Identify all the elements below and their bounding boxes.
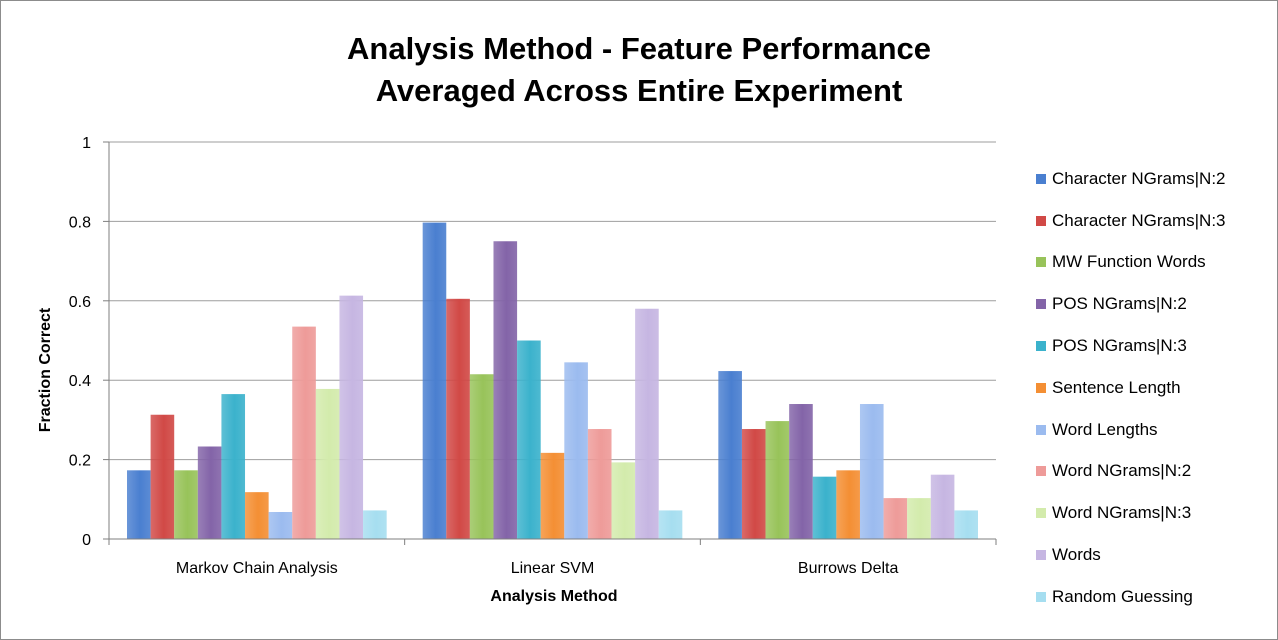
bar	[883, 498, 908, 539]
legend-item: Character NGrams|N:2	[1036, 158, 1226, 200]
bar	[197, 446, 222, 539]
legend-label: Random Guessing	[1052, 586, 1193, 606]
bar	[422, 222, 447, 539]
bar	[789, 404, 813, 539]
legend-swatch	[1036, 591, 1046, 602]
bar	[859, 404, 884, 539]
legend-swatch	[1036, 299, 1046, 310]
legend-swatch	[1036, 550, 1046, 561]
y-tick-label: 0.4	[69, 373, 91, 390]
bar	[635, 308, 659, 539]
bar	[150, 414, 175, 539]
bar	[587, 429, 612, 539]
legend: Character NGrams|N:2 Character NGrams|N:3…	[1036, 158, 1226, 618]
legend-label: Word NGrams|N:3	[1052, 503, 1192, 523]
legend-item: POS NGrams|N:3	[1036, 325, 1226, 367]
bar	[765, 421, 790, 539]
x-tick-label: Markov Chain Analysis	[176, 560, 338, 577]
bar	[812, 476, 837, 539]
bar	[564, 362, 588, 539]
bar	[517, 340, 541, 539]
chart-title-line-1: Analysis Method - Feature Performance	[347, 31, 931, 66]
legend-item: Word NGrams|N:2	[1036, 451, 1226, 493]
legend-swatch	[1036, 466, 1046, 477]
x-tick-label: Linear SVM	[511, 560, 595, 577]
y-tick-label: 0.2	[69, 453, 91, 470]
bar	[174, 470, 198, 539]
bar	[127, 470, 151, 539]
legend-item: Word NGrams|N:3	[1036, 492, 1226, 534]
legend-item: Random Guessing	[1036, 576, 1226, 618]
gridlines	[109, 141, 996, 461]
bar	[658, 510, 683, 539]
legend-label: Sentence Length	[1052, 377, 1181, 397]
bar	[718, 371, 742, 539]
legend-item: POS NGrams|N:2	[1036, 283, 1226, 325]
legend-item: Word Lengths	[1036, 409, 1226, 451]
legend-label: Words	[1052, 545, 1101, 565]
legend-swatch	[1036, 508, 1046, 519]
legend-label: MW Function Words	[1052, 252, 1206, 272]
legend-item: Character NGrams|N:3	[1036, 200, 1226, 242]
legend-swatch	[1036, 382, 1046, 393]
legend-swatch	[1036, 173, 1046, 184]
bar	[954, 510, 978, 539]
y-axis-label: Fraction Correct	[37, 307, 54, 433]
legend-label: Word Lengths	[1052, 419, 1158, 439]
chart-title-line-2: Averaged Across Entire Experiment	[375, 73, 903, 108]
legend-item: Sentence Length	[1036, 367, 1226, 409]
bar	[268, 512, 293, 539]
legend-item: MW Function Words	[1036, 242, 1226, 284]
bar	[741, 429, 766, 539]
legend-label: POS NGrams|N:2	[1052, 294, 1187, 314]
y-tick-label: 0.8	[69, 214, 91, 231]
bar	[611, 462, 636, 539]
bar	[469, 374, 494, 539]
axes: 0 0.2 0.4 0.6 0.8 1 Markov Chain Analysis Linea…	[69, 135, 997, 577]
x-tick-label: Burrows Delta	[798, 560, 899, 577]
chart-title: Analysis Method - Feature Performance Av…	[0, 28, 1278, 112]
legend-swatch	[1036, 341, 1046, 352]
legend-label: Word NGrams|N:2	[1052, 461, 1192, 481]
bar	[540, 452, 565, 539]
y-tick-label: 0	[82, 532, 91, 549]
bar	[836, 470, 860, 539]
legend-swatch	[1036, 424, 1046, 435]
bar	[221, 394, 246, 539]
legend-label: Character NGrams|N:3	[1052, 210, 1226, 230]
bar	[245, 492, 269, 539]
legend-swatch	[1036, 215, 1046, 226]
bar	[339, 295, 364, 539]
bar	[363, 510, 387, 539]
legend-item: Words	[1036, 534, 1226, 576]
bar	[907, 498, 931, 539]
bar	[493, 241, 518, 539]
bar	[446, 298, 470, 539]
y-tick-label: 1	[82, 135, 91, 152]
legend-swatch	[1036, 257, 1046, 268]
legend-label: Character NGrams|N:2	[1052, 168, 1226, 188]
bar	[292, 326, 316, 539]
y-tick-label: 0.6	[69, 294, 91, 311]
x-axis-label: Analysis Method	[490, 588, 618, 605]
bar	[930, 474, 955, 539]
bar	[315, 388, 340, 539]
legend-label: POS NGrams|N:3	[1052, 336, 1187, 356]
bars	[127, 222, 978, 539]
